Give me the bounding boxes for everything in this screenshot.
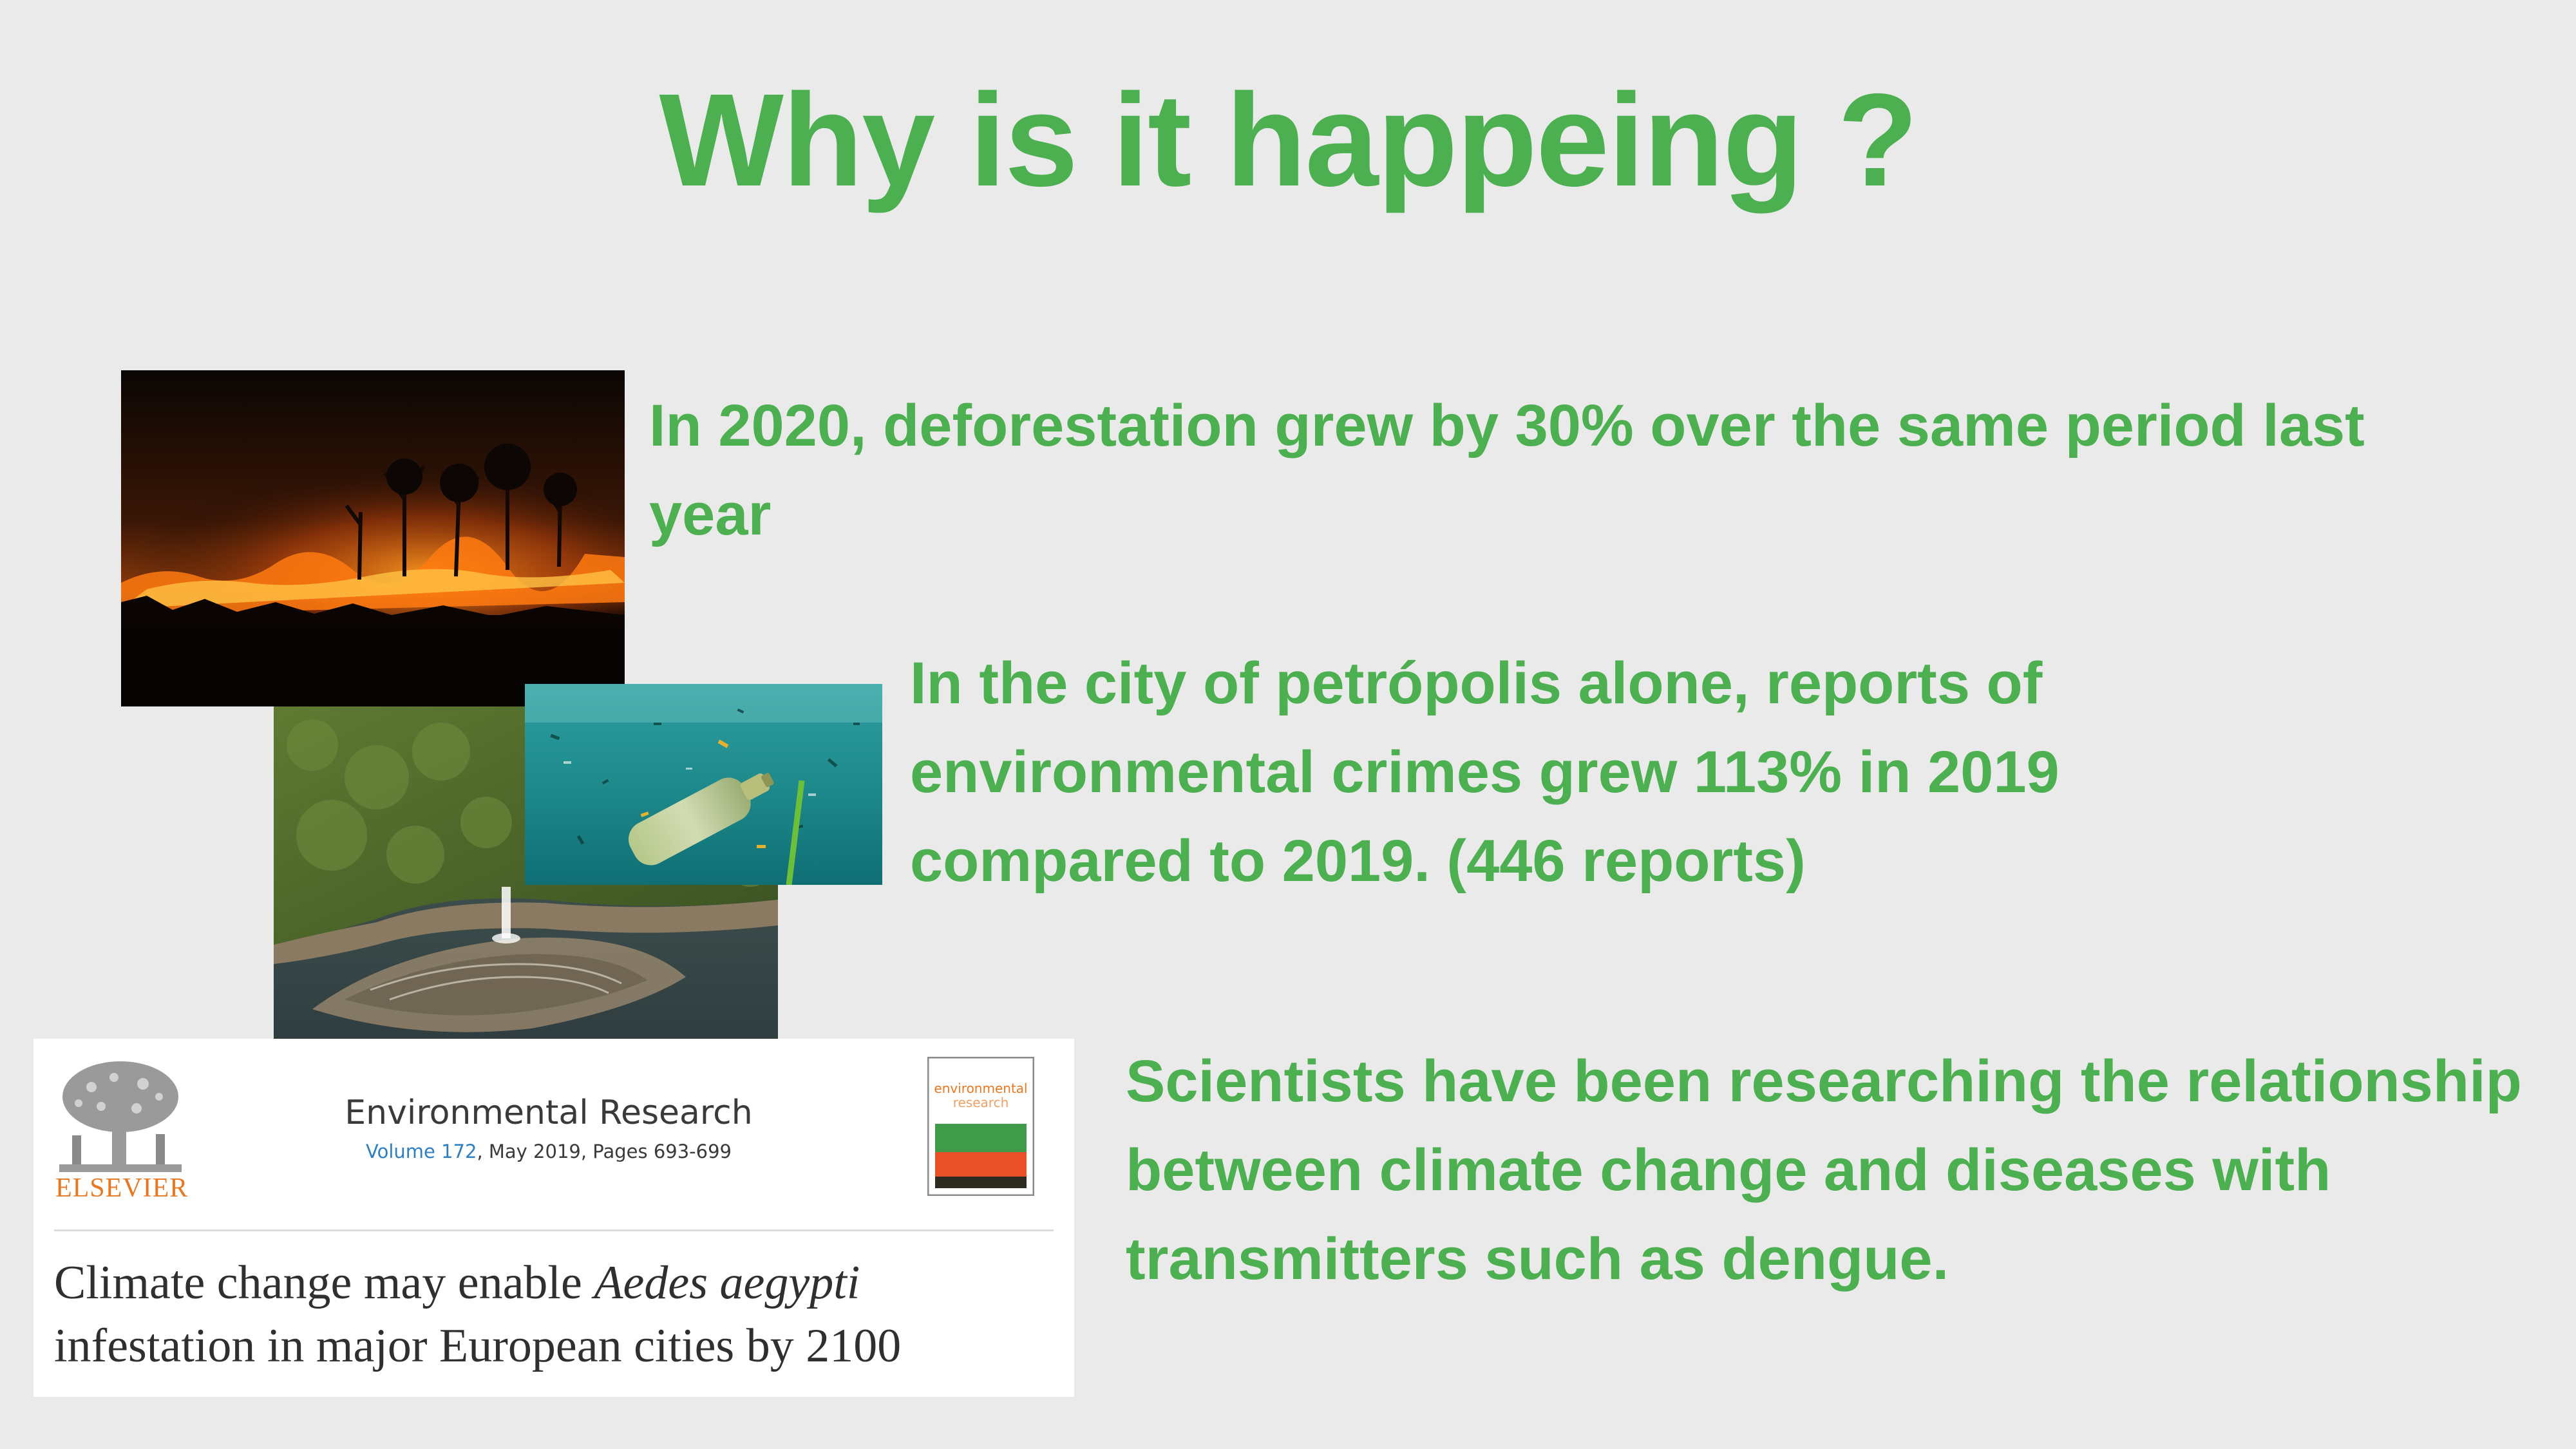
ocean-plastic-image [525, 684, 882, 885]
cover-title-line1: environmental [934, 1081, 1027, 1096]
journal-cover: environmental research [927, 1056, 1035, 1197]
publisher-name: ELSEVIER [55, 1173, 189, 1203]
volume-info: Volume 172, May 2019, Pages 693-699 [227, 1141, 871, 1162]
slide-title: Why is it happeing ? [659, 66, 1918, 214]
journal-name: Environmental Research [345, 1094, 753, 1132]
ocean-plastic-graphic [525, 684, 882, 885]
forest-fire-image [121, 370, 625, 706]
elsevier-tree-logo [53, 1058, 188, 1174]
article-title-prefix: Climate change may enable [54, 1256, 594, 1309]
volume-link[interactable]: Volume 172 [366, 1141, 477, 1162]
cover-title-line2: research [953, 1095, 1009, 1110]
article-title: Climate change may enable Aedes aegypti … [54, 1251, 1059, 1378]
journal-cover-graphic: environmental research [927, 1056, 1035, 1197]
article-title-line2: infestation in major European cities by … [54, 1320, 902, 1372]
article-title-species: Aedes aegypti [594, 1256, 860, 1309]
deforestation-fact: In 2020, deforestation grew by 30% over … [649, 393, 2365, 547]
climate-disease-fact: Scientists have been researching the rel… [1126, 1048, 2522, 1292]
elsevier-tree-logo-graphic [59, 1061, 182, 1172]
forest-fire-graphic [121, 370, 625, 706]
research-paper-clipping: ELSEVIER Environmental Research Volume 1… [33, 1039, 1074, 1397]
volume-details: , May 2019, Pages 693-699 [477, 1141, 732, 1162]
divider [54, 1229, 1054, 1231]
environmental-crimes-fact: In the city of petrópolis alone, reports… [910, 650, 2060, 894]
